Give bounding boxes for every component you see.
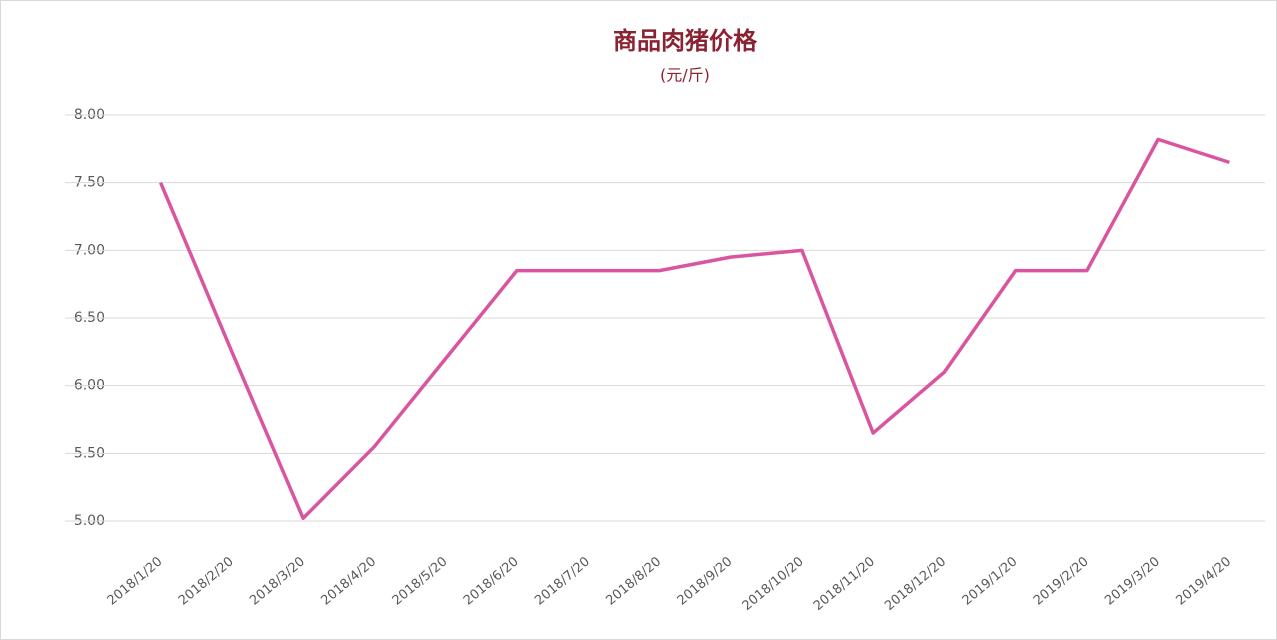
line-series	[159, 137, 1230, 521]
chart-title: 商品肉猪价格	[613, 27, 758, 55]
chart-subtitle: (元/斤)	[660, 66, 710, 85]
